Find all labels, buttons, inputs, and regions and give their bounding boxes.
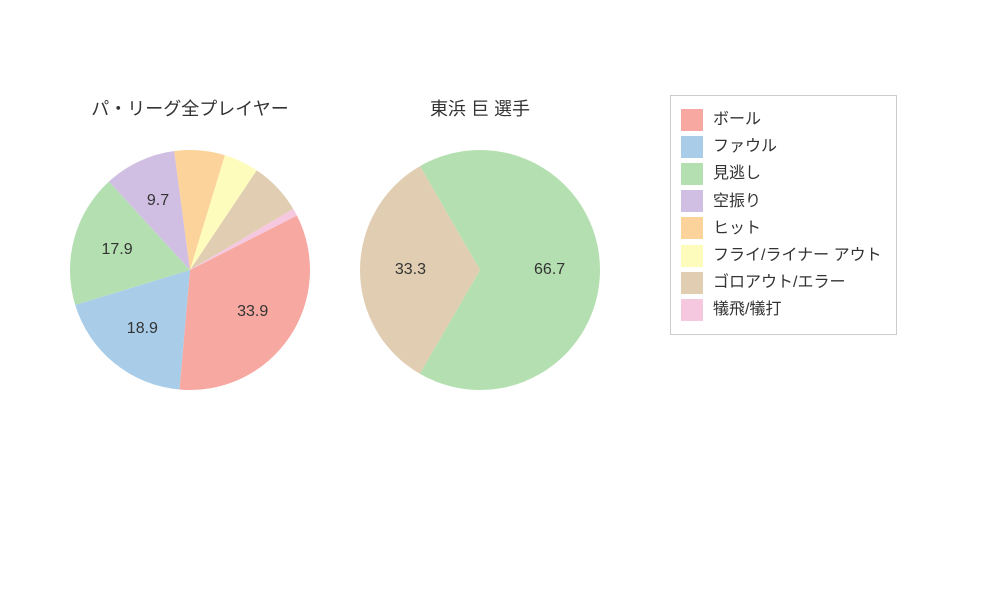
chart-title-player: 東浜 巨 選手 xyxy=(350,95,610,121)
legend-label-swinging: 空振り xyxy=(713,188,761,215)
legend-swatch-swinging xyxy=(681,190,703,212)
chart-title-league: パ・リーグ全プレイヤー xyxy=(60,95,320,121)
legend-item-sacrifice: 犠飛/犠打 xyxy=(681,296,882,323)
legend-label-hit: ヒット xyxy=(713,215,761,242)
legend-item-groundout: ゴロアウト/エラー xyxy=(681,269,882,296)
legend-label-ball: ボール xyxy=(713,106,761,133)
legend-swatch-ball xyxy=(681,109,703,131)
legend-item-looking: 見逃し xyxy=(681,160,882,187)
pie-chart-player: 66.7 33.3 xyxy=(360,150,600,390)
legend-label-looking: 見逃し xyxy=(713,160,761,187)
pie-label-ball: 33.9 xyxy=(237,303,268,321)
legend-item-swinging: 空振り xyxy=(681,188,882,215)
legend-swatch-groundout xyxy=(681,272,703,294)
legend-swatch-hit xyxy=(681,217,703,239)
legend-swatch-foul xyxy=(681,136,703,158)
pie-label-foul: 18.9 xyxy=(127,320,158,338)
pie-label-looking: 66.7 xyxy=(534,261,565,279)
legend-label-groundout: ゴロアウト/エラー xyxy=(713,269,845,296)
legend-item-ball: ボール xyxy=(681,106,882,133)
pie-label-looking: 17.9 xyxy=(102,241,133,259)
pie-league-svg xyxy=(70,150,310,390)
legend-label-flyout: フライ/ライナー アウト xyxy=(713,242,882,269)
legend: ボールファウル見逃し空振りヒットフライ/ライナー アウトゴロアウト/エラー犠飛/… xyxy=(670,95,897,335)
pie-chart-league: 33.9 18.9 17.9 9.7 xyxy=(70,150,310,390)
legend-item-flyout: フライ/ライナー アウト xyxy=(681,242,882,269)
pie-label-groundout: 33.3 xyxy=(395,261,426,279)
legend-label-sacrifice: 犠飛/犠打 xyxy=(713,296,781,323)
legend-label-foul: ファウル xyxy=(713,133,777,160)
chart-container: パ・リーグ全プレイヤー 東浜 巨 選手 33.9 18.9 17.9 9.7 66.7… xyxy=(0,0,1000,600)
pie-label-swinging: 9.7 xyxy=(147,192,169,210)
legend-swatch-flyout xyxy=(681,245,703,267)
legend-swatch-looking xyxy=(681,163,703,185)
legend-item-foul: ファウル xyxy=(681,133,882,160)
legend-item-hit: ヒット xyxy=(681,215,882,242)
legend-swatch-sacrifice xyxy=(681,299,703,321)
